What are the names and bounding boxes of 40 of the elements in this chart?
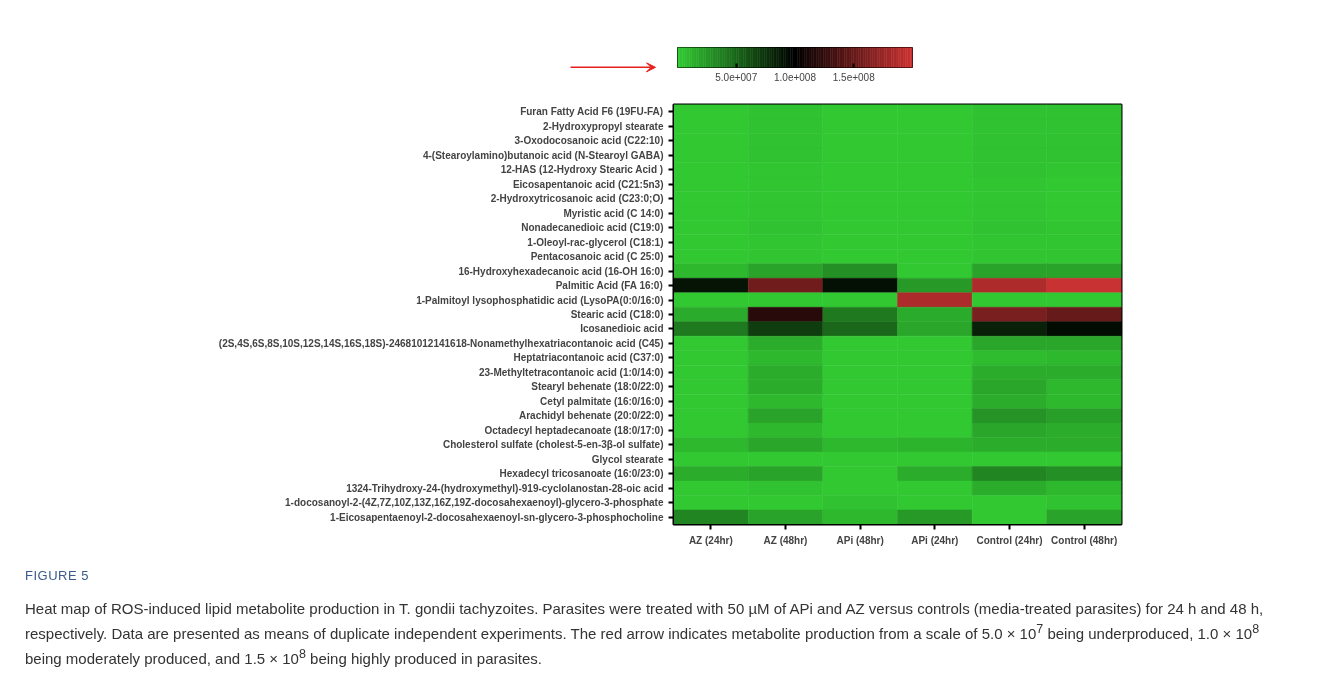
- y-tick-label: 1-docosanoyl-2-(4Z,7Z,10Z,13Z,16Z,19Z-docosahexaenoyl)-glycero-3-phosphate: [285, 497, 664, 509]
- y-tick-label: 4-(Stearoylamino)butanoic acid (N-Stearoyl GABA): [422, 149, 664, 161]
- y-tick-label: 1-Oleoyl-rac-glycerol (C18:1): [527, 236, 664, 248]
- y-tick-label: Octadecyl heptadecanoate (18:0/17:0): [484, 424, 664, 436]
- y-tick-label: Myristic acid (C 14:0): [563, 207, 664, 219]
- y-tick-label: Furan Fatty Acid F6 (19FU-FA): [520, 106, 664, 118]
- y-tick-label: 12-HAS (12-Hydroxy Stearic Acid ): [500, 164, 664, 176]
- y-tick-label: Stearyl behenate (18:0/22:0): [531, 381, 664, 393]
- y-tick-label: Pentacosanoic acid (C 25:0): [530, 251, 664, 263]
- y-tick-label: Icosanedioic acid: [580, 323, 664, 335]
- y-tick-label: Glycol stearate: [591, 453, 664, 465]
- y-tick-label: Cholesterol sulfate (cholest-5-en-3β-ol sulfate): [442, 439, 664, 451]
- x-tick-label: APi (24hr): [911, 534, 959, 546]
- y-tick-label: Arachidyl behenate (20:0/22:0): [519, 410, 664, 422]
- color-bar-label: 1.0e+008: [774, 71, 817, 83]
- x-tick-label: Control (24hr): [976, 534, 1043, 546]
- caption: FIGURE 5: [25, 567, 89, 585]
- color-bar-label: 1.5e+008: [832, 71, 876, 83]
- y-tick-label: Palmitic Acid (FA 16:0): [555, 280, 663, 292]
- y-tick-label: 23-Methyltetracontanoic acid (1:0/14:0): [479, 366, 664, 378]
- color-bar-label: 5.0e+007: [715, 71, 758, 83]
- y-tick-label: 16-Hydroxyhexadecanoic acid (16-OH 16:0): [458, 265, 664, 277]
- text: Heat map of ROS-induced lipid metabolite production in T. gondii tachyzoites. Parasites were treated with 50 µM of APi and AZ versus controls (media-treated parasites) for 24 h and 48 h, respectively. Data are presented as means of duplicate independent experiments. The red arrow indicates metabolite production from a scale of 5.0 × 10$^{7}$ being underproduced, 1.0 × 10$^{8}$ being moderately produced, and 1.5 × 10$^{8}$ being highly produced in parasites.: [25, 599, 1264, 667]
- y-tick-label: 2-Hydroxypropyl stearate: [542, 120, 664, 132]
- x-tick-label: AZ (48hr): [763, 534, 808, 546]
- y-tick-label: 1-Palmitoyl lysophosphatidic acid (LysoPA(0:0/16:0): [416, 294, 664, 306]
- y-tick-label: Stearic acid (C18:0): [570, 309, 664, 320]
- y-tick-label: Eicosapentanoic acid (C21:5n3): [512, 178, 664, 190]
- x-tick-label: AZ (24hr): [688, 534, 733, 546]
- y-tick-label: 1324-Trihydroxy-24-(hydroxymethyl)-919-cyclolanostan-28-oic acid: [346, 482, 664, 494]
- y-tick-label: Cetyl palmitate (16:0/16:0): [540, 395, 664, 407]
- y-tick-label: 1-Eicosapentaenoyl-2-docosahexaenoyl-sn-glycero-3-phosphocholine: [330, 511, 664, 523]
- y-tick-label: (2S,4S,6S,8S,10S,12S,14S,16S,18S)-24681012141618-Nonamethylhexatriacontanoic acid (C45): [218, 337, 664, 349]
- x-tick-label: Control (48hr): [1051, 534, 1118, 546]
- y-tick-label: Heptatriacontanoic acid (C37:0): [513, 352, 664, 364]
- y-tick-label: 2-Hydroxytricosanoic acid (C23:0;O): [490, 193, 664, 205]
- y-tick-label: Hexadecyl tricosanoate (16:0/23:0): [499, 468, 664, 480]
- x-tick-label: APi (48hr): [836, 534, 884, 546]
- y-tick-label: 3-Oxodocosanoic acid (C22:10): [514, 135, 664, 147]
- y-tick-label: Nonadecanedioic acid (C19:0): [521, 222, 664, 234]
